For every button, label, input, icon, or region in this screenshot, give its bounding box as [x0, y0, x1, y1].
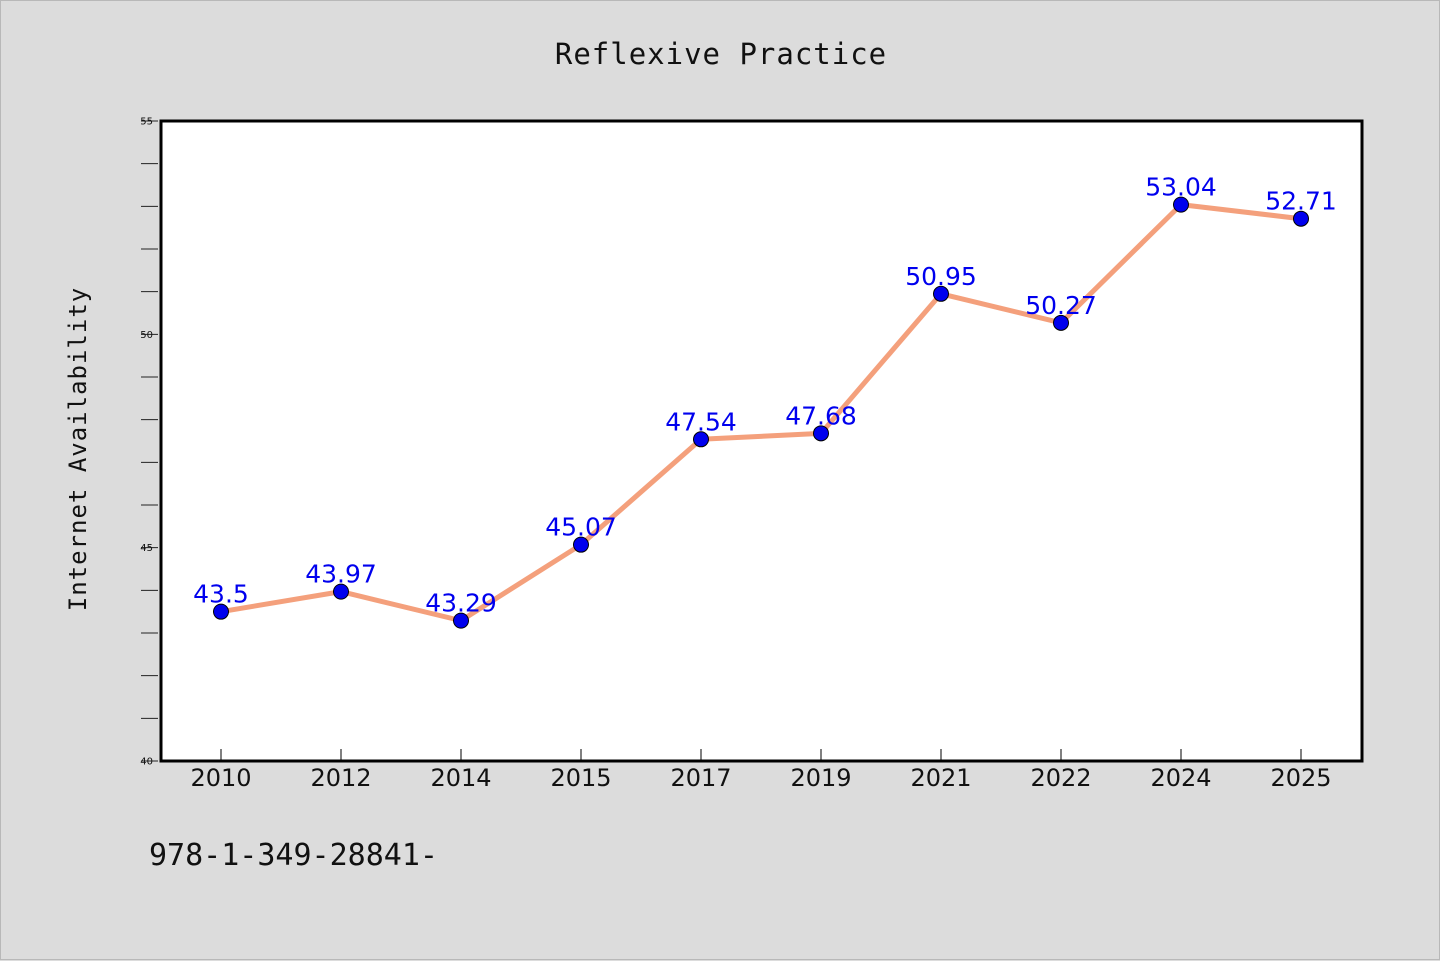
- data-label: 50.27: [1025, 291, 1097, 320]
- y-axis-label: Internet Availability: [64, 287, 92, 611]
- x-axis: 2010 2012 2014 2015 2017 2019 2021 2022 2024 2025: [190, 749, 1332, 792]
- data-point: [213, 603, 229, 620]
- y-tick-label: 55: [140, 117, 153, 128]
- x-tick-label: 2019: [790, 764, 851, 792]
- data-label: 43.29: [425, 589, 497, 618]
- x-tick-label: 2025: [1270, 764, 1331, 792]
- x-tick-label: 2014: [430, 764, 491, 792]
- data-label: 43.97: [305, 560, 377, 589]
- y-tick-label: 50: [140, 330, 153, 341]
- series-layer: 43.5 43.97 43.29 45.07 47.54 47.68 50.95 50.27 5…: [193, 173, 1337, 629]
- data-label: 52.71: [1265, 187, 1337, 216]
- x-tick-label: 2015: [550, 764, 611, 792]
- data-point: [1053, 314, 1069, 331]
- data-label: 50.95: [905, 262, 977, 291]
- x-tick-label: 2021: [910, 764, 971, 792]
- plot-area: [159, 119, 1364, 763]
- data-label: 43.5: [193, 580, 249, 609]
- x-tick-label: 2010: [190, 764, 251, 792]
- data-point: [1293, 210, 1309, 227]
- footer-code: 978-1-349-28841-: [149, 838, 438, 873]
- chart-title: Reflexive Practice: [555, 37, 887, 71]
- x-tick-label: 2012: [310, 764, 371, 792]
- y-tick-label: 45: [140, 543, 153, 554]
- data-point: [453, 612, 469, 629]
- data-label: 47.68: [785, 401, 857, 430]
- data-label: 45.07: [545, 513, 617, 542]
- y-tick-label: 40: [140, 757, 153, 768]
- x-tick-label: 2017: [670, 764, 731, 792]
- data-point: [813, 425, 829, 442]
- x-tick-label: 2024: [1150, 764, 1211, 792]
- data-label: 47.54: [665, 407, 737, 436]
- data-point: [1173, 196, 1189, 213]
- data-point: [933, 285, 949, 302]
- data-point: [333, 583, 349, 600]
- series-line: [220, 202, 1302, 624]
- data-point: [573, 536, 589, 553]
- x-tick-label: 2022: [1030, 764, 1091, 792]
- data-point: [693, 431, 709, 448]
- y-axis: 40 45 50 55: [140, 117, 158, 768]
- data-label: 53.04: [1145, 173, 1217, 202]
